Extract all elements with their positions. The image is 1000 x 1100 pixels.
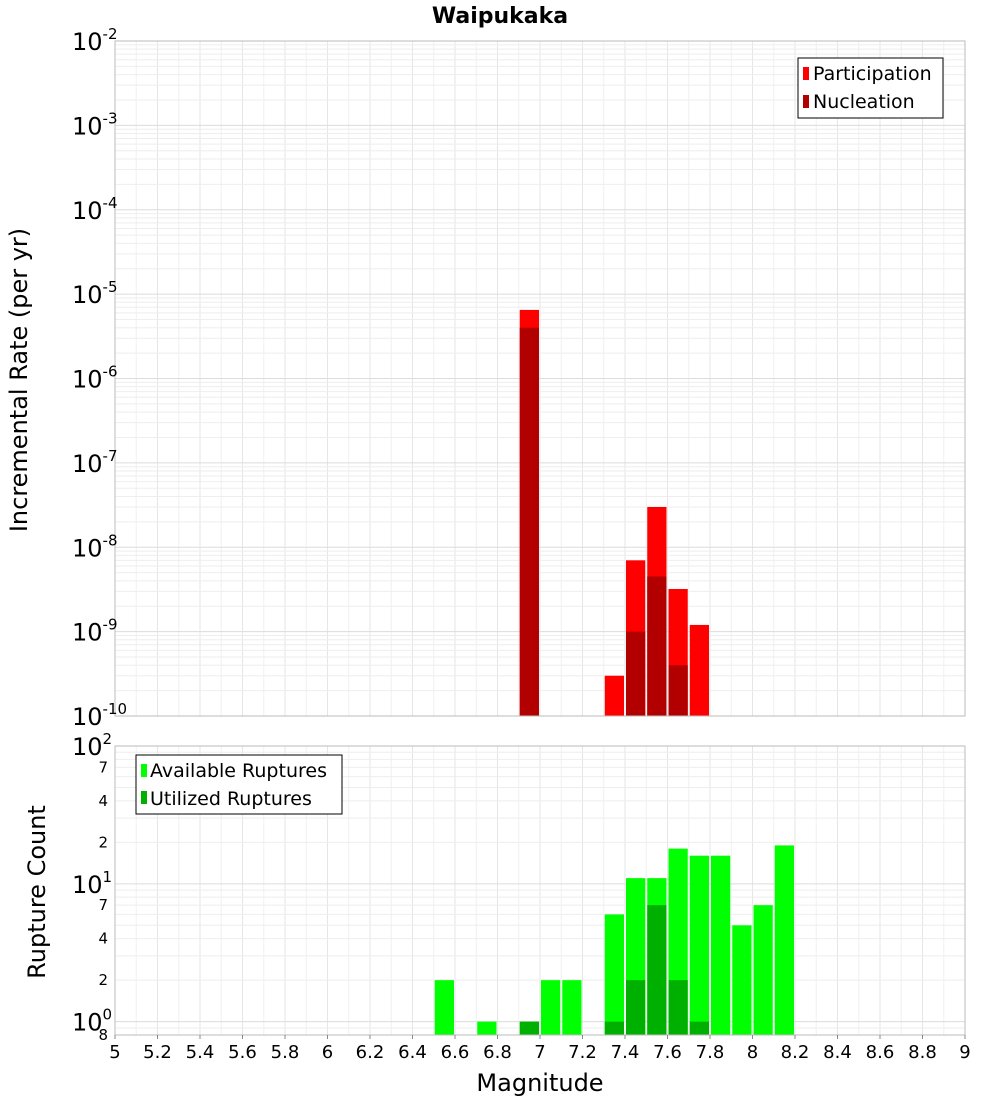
rate-bar-nucleation <box>647 576 667 716</box>
x-tick-label: 7.4 <box>611 1042 640 1063</box>
rate-bar-participation <box>689 624 709 716</box>
x-tick-label: 8.8 <box>908 1042 937 1063</box>
x-tick-label: 7.6 <box>653 1042 682 1063</box>
count-bar-available-ruptures <box>541 980 561 1035</box>
count-bar-available-ruptures <box>774 845 794 1035</box>
rate-y-tick-label: 10-3 <box>72 109 118 140</box>
rate-bars <box>519 309 709 716</box>
x-tick-label: 6.2 <box>356 1042 385 1063</box>
x-tick-label: 9 <box>959 1042 970 1063</box>
count-legend: Available Ruptures Utilized Ruptures <box>135 754 343 815</box>
rate-legend-box <box>797 57 944 119</box>
legend-swatch-nucleation <box>803 95 809 108</box>
count-y-tick-label: 102 <box>72 730 112 761</box>
rate-y-axis-label: Incremental Rate (per yr) <box>5 228 33 532</box>
x-tick-label: 5.4 <box>186 1042 215 1063</box>
x-tick-label: 5 <box>109 1042 120 1063</box>
rate-bar-participation <box>604 675 624 716</box>
count-bar-available-ruptures <box>434 980 454 1035</box>
count-bar-utilized-ruptures <box>519 1021 539 1035</box>
count-bar-utilized-ruptures <box>689 1021 709 1035</box>
x-tick-label: 8.2 <box>781 1042 810 1063</box>
count-bar-available-ruptures <box>753 905 773 1035</box>
x-tick-label: 6 <box>322 1042 333 1063</box>
count-bar-utilized-ruptures <box>647 905 667 1035</box>
x-tick-label: 6.8 <box>483 1042 512 1063</box>
count-x-ticks: 5 5.2 5.4 5.6 5.8 6 6.2 6.4 6.6 6.8 7 7.2 7.4 7.6 7.8 8… <box>109 1035 971 1063</box>
x-axis-label: Magnitude <box>476 1069 603 1097</box>
x-tick-label: 8.6 <box>866 1042 895 1063</box>
legend-label-utilized: Utilized Ruptures <box>150 788 312 810</box>
legend-swatch-participation <box>803 67 809 80</box>
x-tick-label: 8 <box>747 1042 758 1063</box>
x-tick-label: 7 <box>534 1042 545 1063</box>
count-bar-available-ruptures <box>562 980 582 1035</box>
count-bar-available-ruptures <box>604 914 624 1035</box>
legend-swatch-utilized <box>141 791 147 804</box>
count-bar-available-ruptures <box>689 855 709 1035</box>
count-bars <box>434 845 794 1035</box>
count-y-tick-label: 100 <box>72 1006 112 1037</box>
count-y-axis-label: Rupture Count <box>23 805 51 979</box>
count-bar-utilized-ruptures <box>668 980 688 1035</box>
count-bar-utilized-ruptures <box>604 1021 624 1035</box>
rate-y-tick-label: 10-10 <box>72 700 127 731</box>
count-legend-box <box>135 754 343 815</box>
rate-bar-nucleation <box>626 631 646 716</box>
x-tick-label: 5.2 <box>143 1042 172 1063</box>
rate-panel: 10-2 10-3 10-4 10-5 10-6 10-7 10-8 10-9 10-10 In… <box>5 25 966 731</box>
x-tick-label: 7.2 <box>568 1042 597 1063</box>
count-y-tick-minor-label: 7 <box>98 758 108 776</box>
count-y-tick-minor-label: 2 <box>98 971 108 989</box>
count-y-tick-minor-label: 7 <box>98 896 108 914</box>
count-bar-utilized-ruptures <box>626 980 646 1035</box>
legend-label-nucleation: Nucleation <box>813 91 915 113</box>
rate-y-tick-label: 10-8 <box>72 531 118 562</box>
count-y-tick-minor-label: 4 <box>98 792 108 810</box>
rate-legend: Participation Nucleation <box>797 57 944 119</box>
rate-y-tick-label: 10-7 <box>72 447 118 478</box>
x-tick-label: 7.8 <box>696 1042 725 1063</box>
rate-y-ticks: 10-2 10-3 10-4 10-5 10-6 10-7 10-8 10-9 10-10 <box>72 25 127 731</box>
count-bar-available-ruptures <box>477 1021 497 1035</box>
rate-y-tick-label: 10-9 <box>72 616 118 647</box>
x-tick-label: 6.6 <box>441 1042 470 1063</box>
legend-swatch-available <box>141 764 147 777</box>
x-tick-label: 5.6 <box>228 1042 257 1063</box>
rate-bar-nucleation <box>668 665 688 716</box>
count-y-tick-minor-label: 8 <box>98 1026 108 1044</box>
count-y-tick-minor-label: 4 <box>98 930 108 948</box>
x-tick-label: 6.4 <box>398 1042 427 1063</box>
rate-y-tick-label: 10-5 <box>72 278 118 309</box>
rate-y-tick-label: 10-4 <box>72 194 118 225</box>
rate-grid <box>114 41 966 717</box>
rate-plot-border <box>114 40 966 717</box>
legend-label-available: Available Ruptures <box>150 760 327 782</box>
count-bar-available-ruptures <box>732 925 752 1035</box>
x-tick-label: 5.8 <box>271 1042 300 1063</box>
count-bar-available-ruptures <box>711 855 731 1035</box>
count-y-tick-label: 101 <box>72 868 112 899</box>
rate-bar-nucleation <box>519 327 539 716</box>
x-tick-label: 8.4 <box>823 1042 852 1063</box>
chart-title: Waipukaka <box>432 4 568 29</box>
legend-label-participation: Participation <box>813 63 932 85</box>
rate-y-tick-label: 10-2 <box>72 25 118 56</box>
rate-y-tick-label: 10-6 <box>72 363 118 394</box>
count-y-tick-minor-label: 2 <box>98 833 108 851</box>
